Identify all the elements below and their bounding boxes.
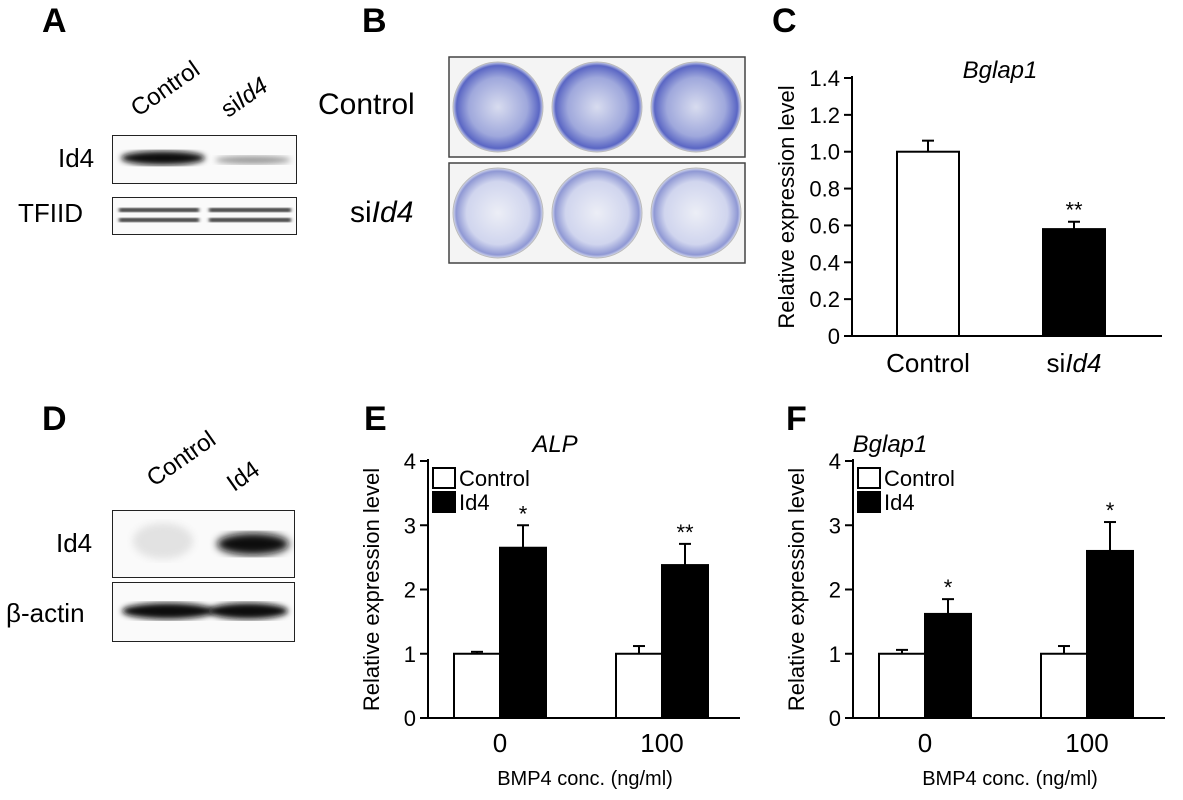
x-category-label: siId4 [1047, 348, 1102, 378]
x-category-label: Control [886, 348, 970, 378]
x-axis-label: BMP4 conc. (ng/ml) [497, 768, 673, 790]
alp-staining-plates [448, 56, 746, 264]
lane-label-control-d: Control [141, 425, 221, 493]
chart-title: Bglap1 [853, 431, 928, 458]
bar [1040, 652, 1088, 719]
lane-label-text: Control [125, 55, 205, 123]
blot-row-label-id4: Id4 [58, 143, 95, 173]
y-tick-label: 1.0 [809, 140, 840, 165]
y-tick-label: 1 [829, 642, 841, 667]
x-category-label: 100 [640, 728, 683, 758]
y-axis-label: Relative expression level [359, 468, 384, 711]
chart-title: Bglap1 [963, 57, 1038, 84]
bar-chart-c: 0 0.2 0.4 0.6 0.8 1.0 1.2 1.4 Relative expressio… [774, 57, 1162, 378]
western-blot-id4 [112, 135, 297, 184]
y-tick-label: 0 [829, 706, 841, 731]
legend-swatch [857, 467, 881, 489]
western-blot-actin [112, 582, 295, 642]
lane-label-id4-d: Id4 [221, 455, 265, 498]
y-tick-label: 0.8 [809, 177, 840, 202]
y-tick-label: 4 [404, 449, 416, 474]
panel-letter-a: A [42, 2, 67, 40]
plate-row-label-gene: Id4 [371, 196, 414, 229]
panel-letter-d: D [42, 400, 67, 438]
plate-row-label-control: Control [318, 88, 415, 122]
bar [615, 652, 663, 719]
legend-label: Control [459, 466, 530, 491]
y-tick-label: 3 [404, 513, 416, 538]
bar [878, 652, 926, 719]
y-tick-label: 0 [828, 324, 840, 349]
significance-marker: * [944, 575, 953, 600]
blot-band-image [122, 603, 288, 619]
legend-swatch [857, 491, 881, 513]
y-tick-label: 4 [829, 449, 841, 474]
bar [1042, 228, 1106, 337]
y-tick-label: 0.2 [809, 287, 840, 312]
y-tick-label: 1 [404, 642, 416, 667]
bar [453, 652, 501, 719]
western-blot-id4-d [112, 510, 295, 578]
x-category-label: 0 [493, 728, 507, 758]
plate-row-label-prefix: si [350, 196, 372, 229]
bar [1086, 549, 1134, 719]
panel-letter-c: C [772, 2, 797, 40]
panel-letter-b: B [362, 2, 387, 40]
chart-title: ALP [530, 431, 577, 458]
blot-band-image [121, 151, 291, 165]
legend-swatch [432, 467, 456, 489]
y-tick-label: 0.6 [809, 213, 840, 238]
blot-band-image [133, 523, 289, 559]
legend-label: Id4 [459, 490, 490, 515]
plate-row-label-siid4: siId4 [350, 196, 413, 230]
lane-label-siid4: siId4 [216, 72, 274, 124]
western-blot-tfiid [112, 197, 297, 235]
bar [924, 612, 972, 719]
y-axis-label: Relative expression level [784, 468, 809, 711]
legend-swatch [432, 491, 456, 513]
y-tick-label: 2 [404, 578, 416, 603]
significance-marker: * [1106, 498, 1115, 523]
panel-letter-f: F [786, 400, 807, 438]
y-tick-label: 2 [829, 578, 841, 603]
legend-label: Id4 [884, 490, 915, 515]
bar-chart-f: 0 1 2 3 4 Relative expression level Bglap1 * * 0 1… [784, 431, 1165, 790]
significance-marker: * [519, 501, 528, 526]
y-tick-label: 1.4 [809, 66, 840, 91]
significance-marker: ** [676, 520, 694, 545]
x-category-label: 0 [918, 728, 932, 758]
x-axis-label: BMP4 conc. (ng/ml) [922, 768, 1098, 790]
blot-row-label-tfiid: TFIID [18, 198, 83, 228]
blot-band-image [119, 208, 291, 222]
x-category-label: 100 [1065, 728, 1108, 758]
blot-row-label-actin: β-actin [6, 598, 85, 628]
legend-label: Control [884, 466, 955, 491]
y-tick-label: 0.4 [809, 250, 840, 275]
panel-letter-e: E [364, 400, 387, 438]
plate-row-label-text: Control [318, 88, 415, 121]
bar [499, 546, 547, 719]
lane-label-control: Control [126, 56, 205, 123]
significance-marker: ** [1065, 198, 1083, 223]
bar [661, 564, 709, 719]
y-tick-label: 3 [829, 513, 841, 538]
y-tick-label: 0 [404, 706, 416, 731]
bar [896, 150, 960, 338]
y-tick-label: 1.2 [809, 103, 840, 128]
blot-row-label-id4-d: Id4 [56, 528, 93, 558]
y-axis-label: Relative expression level [774, 85, 799, 328]
